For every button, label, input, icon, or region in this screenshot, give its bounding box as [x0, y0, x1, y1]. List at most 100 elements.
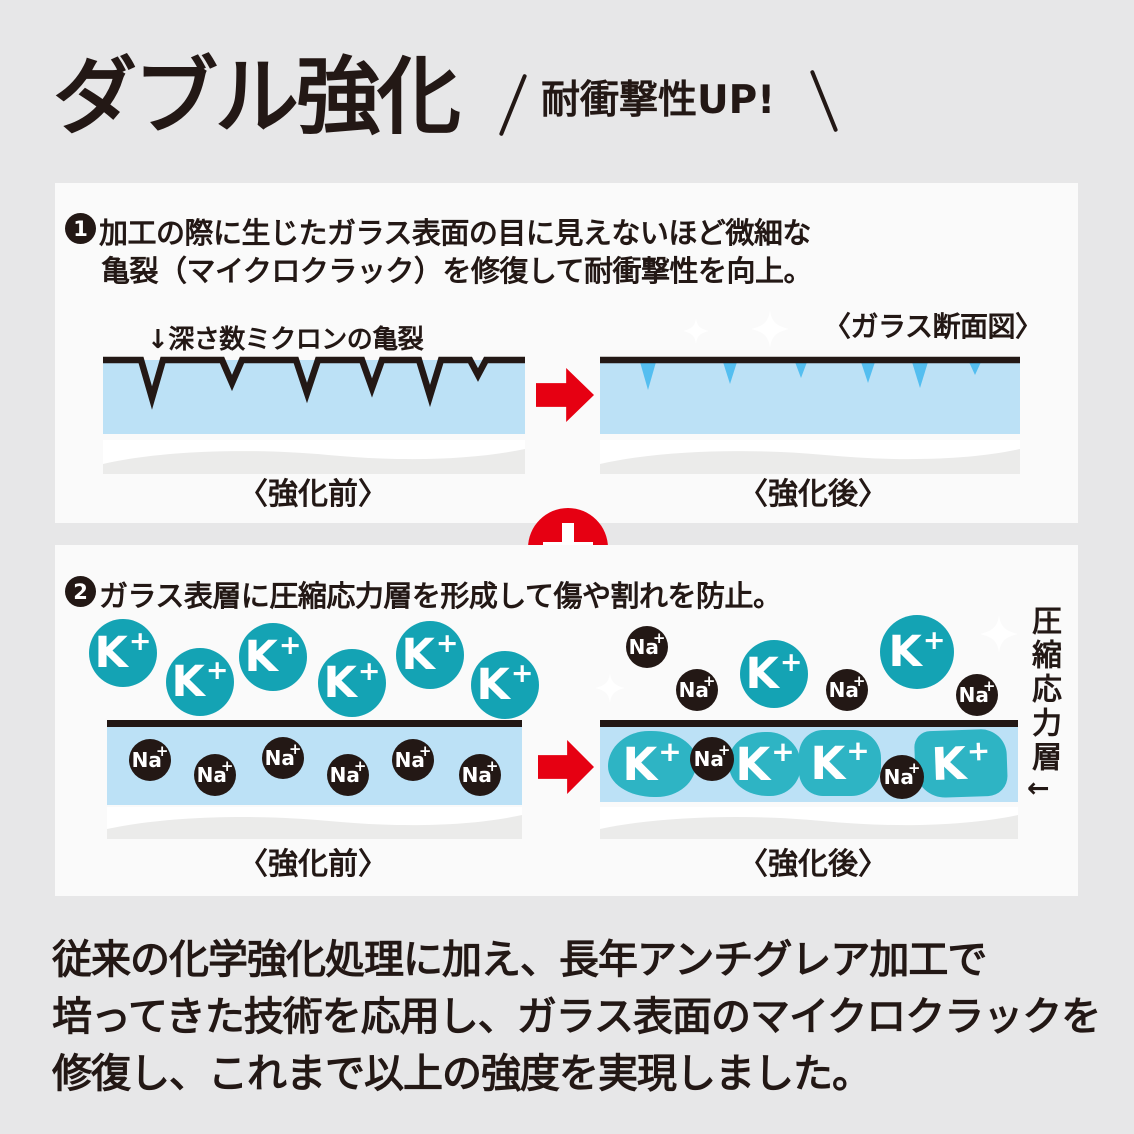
na-ion: Na + — [626, 626, 668, 668]
ion-charge: + — [907, 759, 921, 777]
ion-symbol: Na — [394, 748, 425, 772]
sparkle-icon — [980, 615, 1018, 653]
glass-before-block — [107, 720, 522, 805]
ion-charge: + — [220, 757, 234, 775]
ion-charge: + — [717, 741, 731, 759]
na-ion: Na + — [459, 754, 501, 796]
ion-charge: + — [922, 624, 946, 656]
step1-text-line2: 亀裂（マイクロクラック）を修復して耐衝撃性を向上。 — [101, 254, 813, 288]
ion-charge: + — [702, 672, 716, 690]
na-ion: Na + — [690, 737, 734, 781]
ion-charge: + — [652, 629, 666, 647]
slash-left-icon — [498, 73, 528, 137]
ion-symbol: Na — [196, 763, 227, 787]
na-ion: Na + — [880, 755, 924, 799]
ion-charge: + — [155, 742, 169, 760]
after-label: 〈強化後〉 — [738, 847, 888, 882]
ion-charge: + — [846, 734, 870, 767]
compression-arrow-icon: ← — [1027, 773, 1050, 804]
panel-compression-layer: 2 ガラス表層に圧縮応力層を形成して傷や割れを防止。 K + K + K + K + K… — [55, 545, 1078, 896]
after-label: 〈強化後〉 — [738, 477, 888, 512]
crack-depth-label: ↓深さ数ミクロンの亀裂 — [147, 325, 424, 355]
sparkle-icon — [683, 318, 709, 344]
ion-symbol: K — [244, 631, 278, 682]
ion-charge: + — [353, 757, 367, 775]
ion-charge: + — [982, 677, 996, 695]
ion-symbol: K — [476, 659, 510, 710]
before-label: 〈強化前〉 — [238, 847, 388, 882]
k-ion: K + — [880, 615, 954, 689]
glass-cross-section-label: 〈ガラス断面図〉 — [823, 310, 1043, 343]
step2-badge: 2 — [65, 576, 96, 607]
ion-charge: + — [966, 733, 991, 768]
na-ion: Na + — [826, 669, 868, 711]
ion-charge: + — [435, 627, 459, 659]
ion-symbol: K — [745, 648, 779, 699]
ion-charge: + — [658, 735, 682, 768]
sparkle-icon — [751, 310, 789, 348]
arrow-right-icon — [536, 368, 594, 422]
k-ion: K + — [89, 619, 157, 687]
ion-symbol: K — [323, 657, 357, 708]
page-title: ダブル強化 — [53, 48, 461, 146]
k-ion-blob: K + — [799, 730, 881, 796]
k-ion-blob: K + — [608, 731, 696, 797]
na-ion: Na + — [327, 754, 369, 796]
compression-layer-label: 圧縮応力層 — [1026, 605, 1061, 775]
k-ion: K + — [239, 623, 307, 691]
ion-symbol: K — [401, 629, 435, 680]
footer-description: 従来の化学強化処理に加え、長年アンチグレア加工で 培ってきた技術を応用し、ガラス… — [52, 932, 1101, 1103]
ion-symbol: K — [622, 737, 658, 791]
step2-text: ガラス表層に圧縮応力層を形成して傷や割れを防止。 — [99, 579, 782, 613]
slash-right-icon — [809, 69, 839, 133]
na-ion: Na + — [194, 754, 236, 796]
step1-badge: 1 — [65, 213, 96, 244]
na-ion: Na + — [956, 674, 998, 716]
ion-symbol: Na — [693, 747, 724, 771]
ion-symbol: Na — [131, 748, 162, 772]
wave-shadow — [107, 807, 522, 839]
before-label: 〈強化前〉 — [238, 477, 388, 512]
k-ion-blob: K + — [913, 728, 1009, 799]
step1-text-line1: 加工の際に生じたガラス表面の目に見えないほど微細な — [99, 216, 811, 250]
k-ion: K + — [318, 649, 386, 717]
glass-before-diagram — [103, 356, 525, 434]
ion-symbol: Na — [264, 746, 295, 770]
ion-charge: + — [852, 672, 866, 690]
wave-shadow — [103, 440, 525, 474]
ion-charge: + — [771, 735, 795, 768]
ion-symbol: Na — [678, 678, 709, 702]
footer-line2: 培ってきた技術を応用し、ガラス表面のマイクロクラックを — [52, 994, 1101, 1040]
na-ion: Na + — [129, 739, 171, 781]
ion-symbol: Na — [958, 683, 989, 707]
ion-symbol: Na — [628, 635, 659, 659]
ion-symbol: Na — [883, 765, 914, 789]
ion-symbol: K — [810, 736, 846, 790]
panel-microcrack-repair: 1 加工の際に生じたガラス表面の目に見えないほど微細な 亀裂（マイクロクラック）… — [55, 183, 1078, 523]
ion-charge: + — [357, 655, 381, 687]
glass-after-block: K + K + K + K + Na + Na + — [600, 720, 1018, 802]
wave-shadow — [600, 807, 1018, 839]
k-ion: K + — [471, 651, 539, 719]
arrow-right-icon — [538, 740, 594, 794]
ion-symbol: K — [888, 626, 922, 677]
ion-symbol: K — [94, 627, 128, 678]
footer-line3: 修復し、これまで以上の強度を実現しました。 — [52, 1051, 872, 1097]
k-ion: K + — [166, 648, 234, 716]
ion-charge: + — [510, 657, 534, 689]
ion-symbol: Na — [329, 763, 360, 787]
ion-symbol: K — [930, 736, 968, 792]
ion-charge: + — [205, 654, 229, 686]
ion-charge: + — [128, 625, 152, 657]
ion-symbol: K — [735, 737, 771, 791]
na-ion: Na + — [262, 737, 304, 779]
k-ion: K + — [740, 640, 808, 708]
footer-line1: 従来の化学強化処理に加え、長年アンチグレア加工で — [52, 937, 987, 983]
k-ion: K + — [396, 621, 464, 689]
ion-symbol: Na — [461, 763, 492, 787]
ion-charge: + — [288, 740, 302, 758]
ion-charge: + — [418, 742, 432, 760]
ion-charge: + — [278, 629, 302, 661]
na-ion: Na + — [676, 669, 718, 711]
